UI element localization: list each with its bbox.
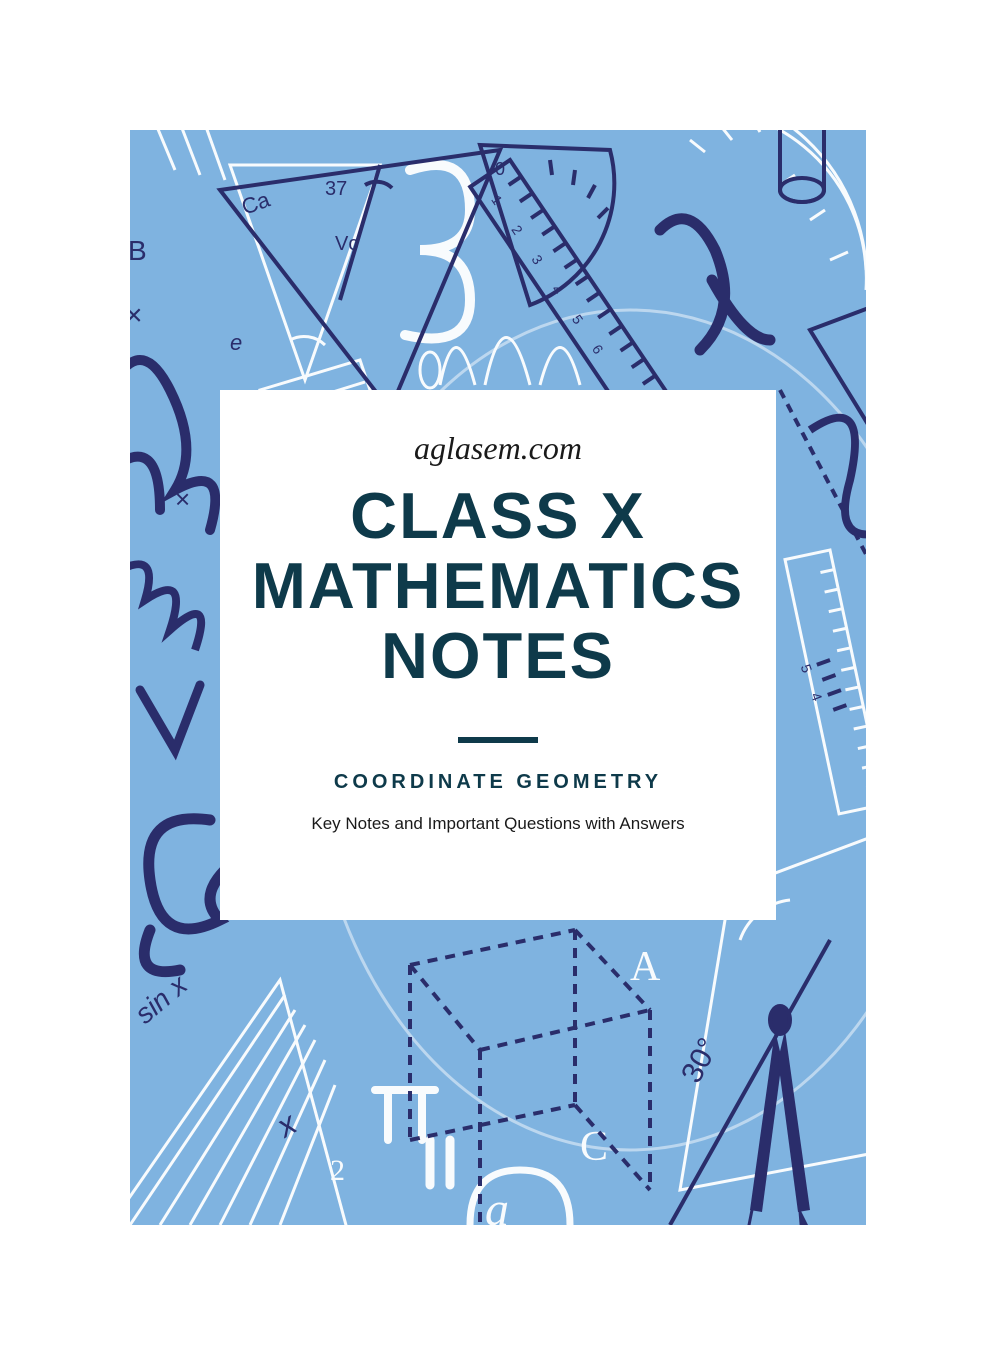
title-line-2: MATHEMATICS [252,551,745,621]
svg-text:2: 2 [330,1154,345,1187]
main-title: CLASS X MATHEMATICS NOTES [252,481,745,692]
svg-text:Vc: Vc [335,233,358,255]
site-name: aglasem.com [414,430,582,467]
svg-text:C: C [580,1124,608,1170]
svg-text:a: a [485,1183,509,1225]
subtitle: COORDINATE GEOMETRY [334,771,662,794]
divider-line [458,737,538,743]
title-line-3: NOTES [252,621,745,691]
description: Key Notes and Important Questions with A… [311,812,684,836]
svg-text:A: A [630,944,661,990]
svg-text:×: × [130,299,143,332]
svg-text:e: e [230,330,242,355]
document-page: A C 2 a [0,0,996,1355]
title-card: aglasem.com CLASS X MATHEMATICS NOTES CO… [220,390,776,920]
cover-panel: A C 2 a [130,130,866,1225]
svg-text:37: 37 [325,178,347,200]
title-line-1: CLASS X [252,481,745,551]
svg-text:B: B [130,235,147,266]
svg-text:×: × [175,484,190,514]
